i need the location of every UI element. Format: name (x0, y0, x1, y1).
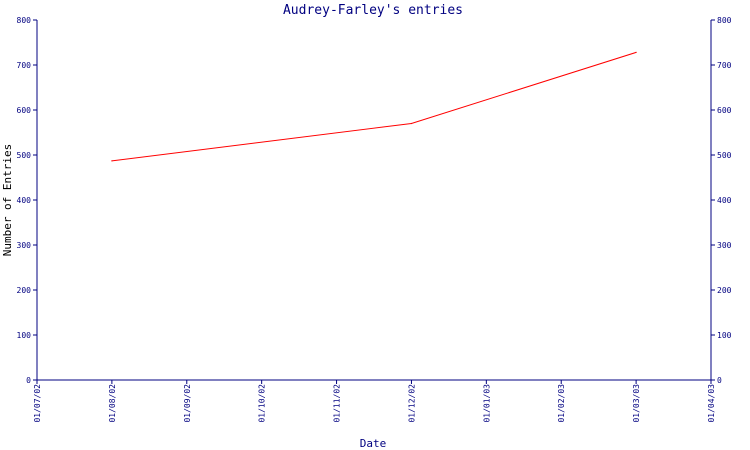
series-point (410, 122, 413, 125)
y-tick-label-right: 200 (717, 286, 732, 295)
x-tick-label: 01/08/02 (108, 384, 117, 423)
x-tick-label: 01/07/02 (33, 384, 42, 423)
y-axis-right: 0 100 200 300 400 500 600 700 800 (711, 16, 732, 385)
x-tick-label: 01/10/02 (258, 384, 267, 423)
y-tick-label-left: 0 (26, 376, 31, 385)
x-tick-label: 01/03/03 (632, 384, 641, 423)
x-axis: 01/07/02 01/08/02 01/09/02 01/10/02 01/11/02… (33, 380, 716, 423)
y-tick-label-left: 600 (17, 106, 32, 115)
x-tick-label: 01/04/03 (707, 384, 716, 423)
y-tick-label-right: 100 (717, 331, 732, 340)
chart-title: Audrey-Farley's entries (283, 3, 463, 18)
x-tick-label: 01/01/03 (482, 384, 491, 423)
x-tick-label: 01/02/03 (557, 384, 566, 423)
y-tick-label-right: 300 (717, 241, 732, 250)
x-axis-title: Date (360, 437, 387, 450)
y-tick-label-right: 600 (717, 106, 732, 115)
y-tick-label-left: 700 (17, 61, 32, 70)
plot-frame (36, 20, 712, 381)
y-tick-label-right: 700 (717, 61, 732, 70)
y-tick-label-left: 100 (17, 331, 32, 340)
y-tick-label-left: 800 (17, 16, 32, 25)
series-layer (111, 51, 637, 162)
series-point (111, 160, 113, 162)
x-tick-label: 01/11/02 (333, 384, 342, 423)
y-tick-label-right: 0 (717, 376, 722, 385)
y-axis-title: Number of Entries (1, 144, 14, 257)
series-line (111, 51, 637, 162)
x-tick-label: 01/12/02 (407, 384, 416, 423)
y-tick-label-left: 400 (17, 196, 32, 205)
y-tick-label-left: 500 (17, 151, 32, 160)
y-tick-label-left: 200 (17, 286, 32, 295)
y-tick-label-right: 800 (717, 16, 732, 25)
y-tick-label-right: 400 (717, 196, 732, 205)
x-tick-label: 01/09/02 (183, 384, 192, 423)
y-axis-left: 0 100 200 300 400 500 600 700 800 (17, 16, 37, 385)
y-tick-label-left: 300 (17, 241, 32, 250)
y-tick-label-right: 500 (717, 151, 732, 160)
series-point (635, 51, 637, 54)
